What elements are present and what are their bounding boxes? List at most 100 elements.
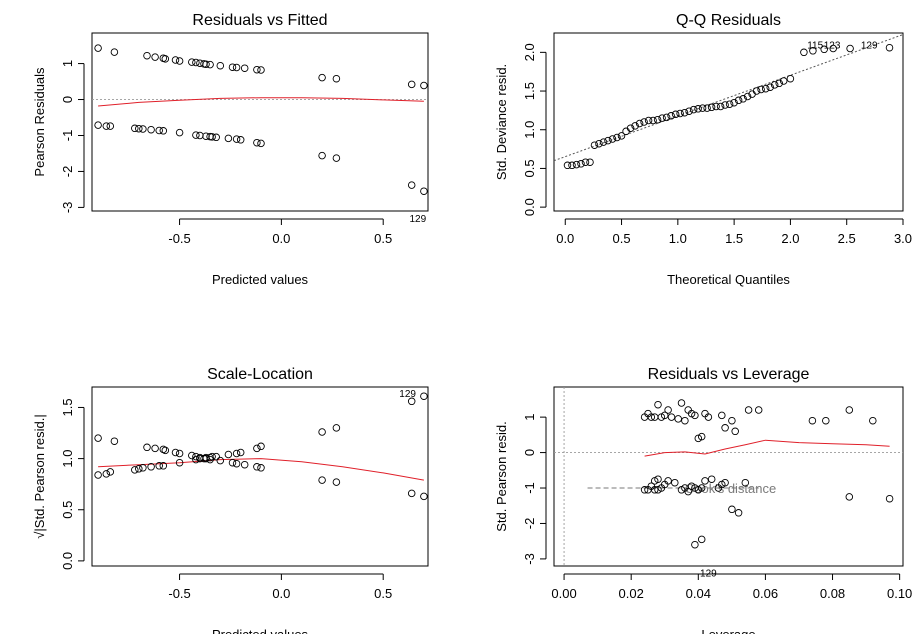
x-tick-label: 2.0 <box>781 231 799 246</box>
data-point <box>131 466 139 474</box>
point-annotation: 129 <box>700 569 717 580</box>
data-point <box>766 83 774 91</box>
data-point <box>94 121 102 129</box>
data-point <box>212 452 220 461</box>
data-point <box>644 116 653 125</box>
data-point <box>224 450 233 459</box>
data-point <box>143 51 151 60</box>
data-point <box>685 107 693 115</box>
data-point <box>240 460 249 469</box>
y-tick-label: -1 <box>60 130 75 142</box>
chart-title: Residuals vs Fitted <box>192 12 327 29</box>
data-point <box>253 65 261 74</box>
x-tick-label: -0.5 <box>168 586 190 601</box>
data-point <box>257 139 265 148</box>
data-point <box>691 411 699 420</box>
data-point <box>135 124 143 133</box>
x-tick-label: 0.02 <box>619 586 644 601</box>
data-point <box>677 399 686 407</box>
y-tick-label: 1 <box>522 414 537 421</box>
data-point <box>654 400 662 409</box>
data-point <box>622 127 630 136</box>
data-point <box>131 124 139 133</box>
data-point <box>236 136 245 144</box>
data-point <box>161 55 170 63</box>
y-tick-label: 0 <box>60 96 75 103</box>
data-point <box>662 113 671 122</box>
data-point <box>192 452 200 461</box>
data-point <box>175 449 184 458</box>
data-point <box>725 100 734 108</box>
data-point <box>721 424 729 432</box>
data-point <box>202 60 210 69</box>
data-point <box>192 455 200 464</box>
data-point <box>175 458 184 467</box>
data-point <box>786 74 795 83</box>
data-point <box>147 463 155 471</box>
y-tick-label: 0.5 <box>60 501 75 519</box>
data-point <box>698 104 707 112</box>
data-point <box>232 459 241 468</box>
x-tick-label: 0.5 <box>374 231 392 246</box>
data-point <box>151 444 159 453</box>
data-point <box>684 487 692 496</box>
data-point <box>649 116 657 125</box>
plot-frame <box>553 32 904 212</box>
y-tick-label: 1.0 <box>522 121 537 139</box>
data-point <box>712 102 720 111</box>
data-point <box>253 444 261 453</box>
plot-frame <box>553 386 904 567</box>
data-point <box>671 478 679 487</box>
data-point <box>640 118 648 126</box>
plot-frame <box>91 386 429 567</box>
data-point <box>885 43 894 52</box>
data-point <box>572 160 581 169</box>
data-point <box>734 509 743 517</box>
smooth-trend-line <box>98 458 424 481</box>
data-point <box>407 181 416 189</box>
data-point <box>236 448 245 457</box>
data-point <box>318 73 326 82</box>
data-point <box>730 98 738 107</box>
data-point <box>139 125 147 133</box>
data-point <box>689 105 698 114</box>
data-point <box>135 465 143 473</box>
smooth-trend-line <box>644 439 890 457</box>
data-point <box>697 484 706 492</box>
y-axis-label: Pearson Residuals <box>32 67 47 177</box>
data-point <box>613 133 621 142</box>
data-point <box>743 92 752 101</box>
data-point <box>232 449 241 458</box>
x-tick-label: 0.5 <box>374 586 392 601</box>
data-point <box>676 109 684 118</box>
data-point <box>671 110 680 119</box>
data-point <box>754 406 763 414</box>
data-point <box>667 112 675 120</box>
x-tick-label: 0.0 <box>272 586 290 601</box>
data-point <box>654 475 662 483</box>
data-point <box>716 102 725 111</box>
chart-title: Scale-Location <box>207 366 313 383</box>
data-point <box>232 135 241 143</box>
data-point <box>332 154 341 162</box>
y-tick-label: -3 <box>60 202 75 214</box>
data-point <box>188 58 196 66</box>
point-annotation: 123 <box>824 40 841 51</box>
data-point <box>240 64 249 72</box>
point-annotation: 129 <box>409 214 426 225</box>
y-tick-label: 2.0 <box>522 43 537 61</box>
x-tick-label: 0.04 <box>686 586 711 601</box>
x-tick-label: 0.00 <box>551 586 576 601</box>
data-point <box>110 48 119 56</box>
y-axis-label: Std. Pearson resid. <box>494 421 509 532</box>
data-point <box>590 141 599 149</box>
data-point <box>151 53 159 61</box>
data-point <box>664 406 672 414</box>
x-axis-label: Theoretical Quantiles <box>667 272 790 287</box>
data-point <box>808 416 817 425</box>
point-annotation: 115 <box>807 40 823 51</box>
data-point <box>318 476 326 484</box>
data-point <box>420 392 428 400</box>
y-tick-label: 1.5 <box>60 398 75 416</box>
data-point <box>728 505 736 514</box>
